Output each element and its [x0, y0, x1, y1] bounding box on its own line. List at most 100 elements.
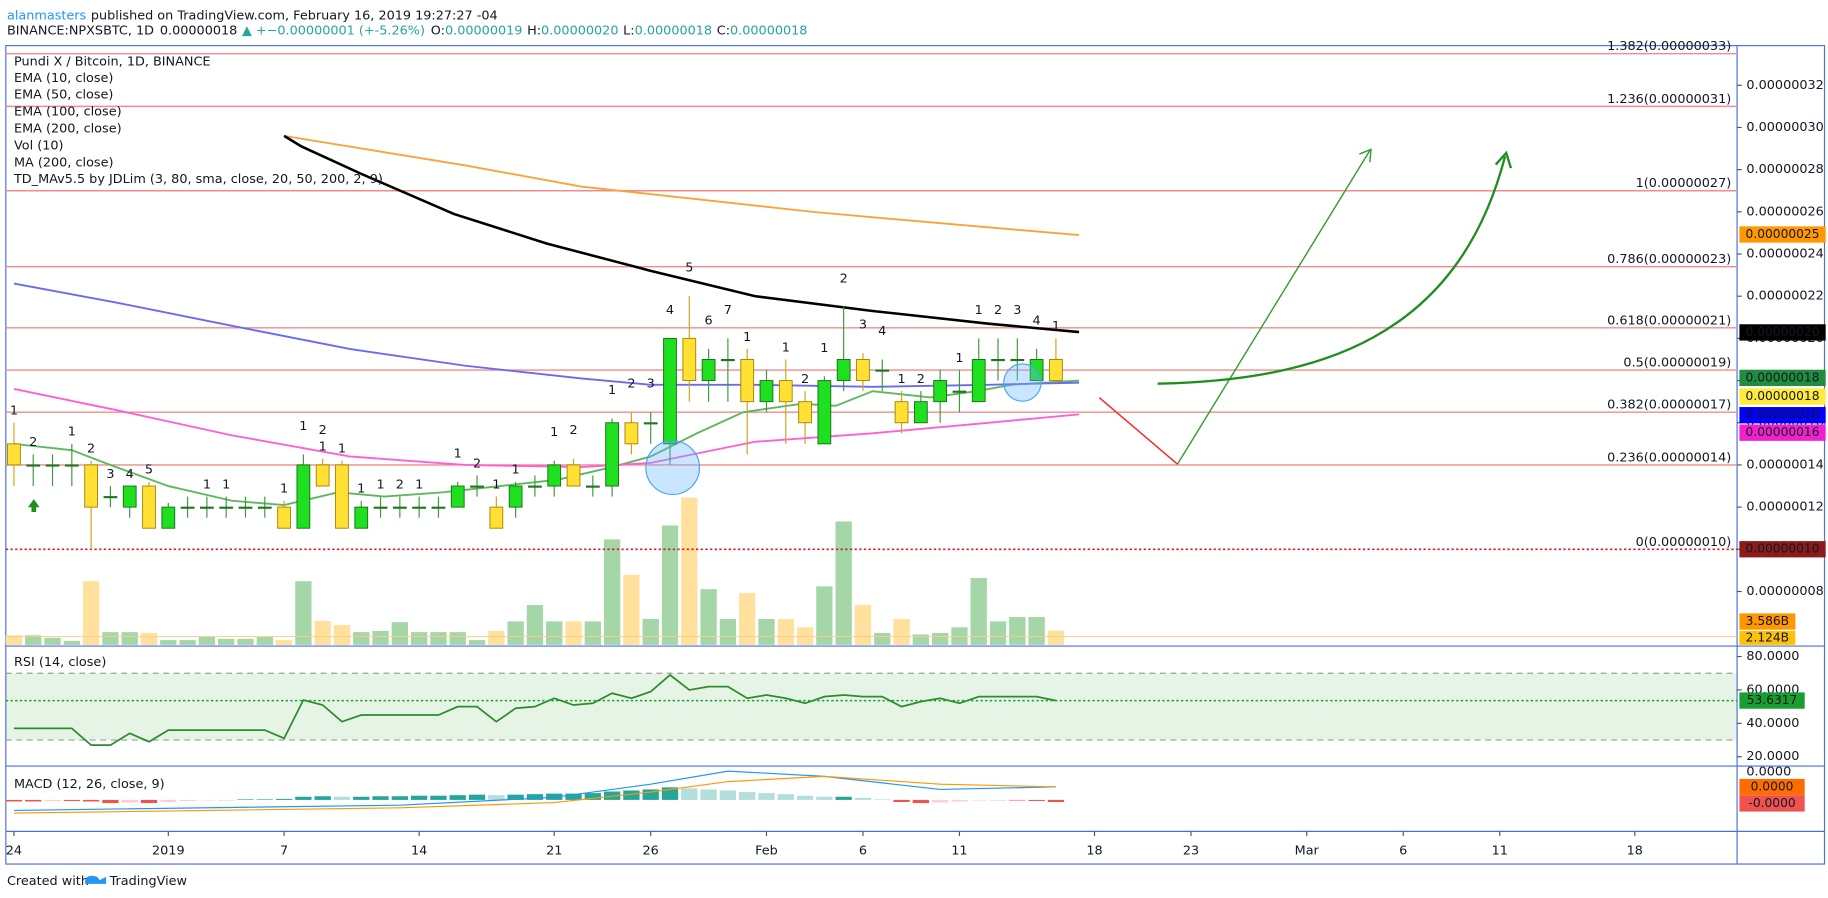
- candle-body: [84, 464, 98, 508]
- symbol: BINANCE:NPXSBTC, 1D: [7, 23, 154, 38]
- volume-bar: [912, 634, 930, 645]
- candle-body: [605, 422, 619, 487]
- volume-bar: [1009, 617, 1026, 645]
- macd-histogram-bar: [218, 799, 235, 801]
- volume-bar: [410, 632, 428, 645]
- volume-bar: [854, 605, 872, 645]
- volume-bar: [893, 618, 910, 645]
- brand-logo: [85, 875, 107, 884]
- chart-title: Pundi X / Bitcoin, 1D, BINANCE: [14, 54, 211, 69]
- td-count: 1: [10, 404, 18, 419]
- volume-bar: [681, 497, 698, 645]
- td-count: 2: [396, 477, 404, 492]
- y-tick-label: 0.00000012: [1746, 500, 1823, 515]
- td-count: 1: [820, 341, 828, 356]
- td-count: 1: [454, 446, 462, 461]
- candle-body: [971, 359, 986, 403]
- td-count: 1: [550, 425, 558, 440]
- volume-bar: [468, 640, 486, 645]
- td-count: 2: [994, 303, 1002, 318]
- candle-body: [180, 506, 195, 509]
- macd-histogram-bar: [1028, 799, 1045, 801]
- macd-histogram-bar: [256, 799, 273, 800]
- volume-bar: [777, 618, 794, 645]
- candle-body: [392, 506, 407, 509]
- td-count: 7: [724, 303, 732, 318]
- candle-body: [740, 359, 755, 403]
- macd-histogram-bar: [719, 790, 737, 800]
- volume-bar: [179, 640, 196, 645]
- fib-label: 1.236(0.00000031): [1607, 92, 1731, 107]
- macd-histogram-bar: [102, 799, 119, 804]
- macd-histogram-bar: [410, 795, 428, 800]
- projection-up: [1176, 150, 1371, 465]
- macd-histogram-bar: [275, 798, 293, 800]
- td-count: 1: [319, 439, 327, 454]
- macd-histogram-bar: [391, 796, 409, 800]
- td-count: 1: [376, 477, 384, 492]
- x-tick-label: Feb: [755, 844, 778, 859]
- price-tag-label: 0.00000010: [1746, 542, 1820, 556]
- td-count: 1: [782, 340, 790, 355]
- td-count: 2: [473, 456, 481, 471]
- volume-bar: [931, 632, 949, 645]
- price-tag: [1739, 226, 1826, 243]
- annotations: [27, 148, 1513, 512]
- macd-histogram-bar: [5, 799, 23, 802]
- highlight-circle: [1003, 363, 1042, 402]
- volume-bar: [295, 581, 312, 645]
- volume-bar: [25, 635, 42, 645]
- publish-line: alanmasters published on TradingView.com,…: [7, 8, 498, 23]
- legend-entry: EMA (10, close): [14, 71, 113, 86]
- macd-histogram-bar: [874, 799, 891, 800]
- indicator-line: [283, 134, 1080, 334]
- y-tick-label: 0.00000032: [1746, 78, 1823, 93]
- macd-histogram-bar: [816, 796, 833, 800]
- macd-histogram-bar: [179, 799, 196, 801]
- y-tick-label: 0.00000026: [1746, 204, 1823, 219]
- macd-histogram-bar: [951, 799, 968, 802]
- td-count: 1: [1052, 319, 1060, 334]
- indicator-line: [13, 388, 1080, 469]
- price-tag-label: 0.00000018: [1746, 408, 1820, 422]
- x-tick-label: 21: [546, 844, 562, 859]
- macd-histogram-bar: [526, 794, 544, 800]
- candle-body: [45, 464, 60, 467]
- candle-body: [585, 485, 600, 488]
- volume-bar: [758, 618, 775, 645]
- candle-body: [238, 506, 253, 509]
- ohlc-label: L:: [623, 23, 634, 38]
- volume-bar: [989, 621, 1007, 645]
- rsi-tag-label: 53.6317: [1747, 693, 1798, 707]
- td-count: 2: [29, 435, 37, 450]
- volume-bar: [565, 621, 582, 645]
- legend-entry: EMA (100, close): [14, 105, 122, 120]
- x-tick-label: 6: [1399, 844, 1407, 859]
- td-count: 5: [145, 463, 153, 478]
- fib-label: 1(0.00000027): [1636, 176, 1732, 191]
- macd-histogram-bar: [1047, 799, 1065, 803]
- fib-label: 1.382(0.00000033): [1607, 39, 1731, 54]
- td-count: 2: [569, 423, 577, 438]
- y-tick-label: 0.00000014: [1746, 457, 1823, 472]
- candle-body: [547, 464, 562, 487]
- indicator-line: [283, 134, 1080, 237]
- x-tick-label: 18: [1086, 844, 1102, 859]
- price-tag-label: 0.00000020: [1746, 325, 1820, 339]
- volume-bar: [970, 578, 987, 645]
- candle-body: [489, 506, 504, 529]
- footer-created: Created with: [7, 874, 89, 889]
- macd-histogram-bar: [44, 799, 61, 801]
- volume-bar: [102, 632, 119, 645]
- td-count: 2: [801, 372, 809, 387]
- td-count: 2: [840, 271, 848, 286]
- ohlc-value: 0.00000018: [730, 23, 807, 38]
- candle-body: [913, 401, 928, 424]
- macd-tag-label: -0.0000: [1748, 796, 1795, 810]
- macd-histogram-bar: [623, 790, 640, 800]
- legend-entry: Vol (10): [14, 138, 64, 153]
- td-count: 4: [878, 324, 886, 339]
- candle-body: [798, 401, 812, 424]
- x-tick-label: 7: [280, 844, 288, 859]
